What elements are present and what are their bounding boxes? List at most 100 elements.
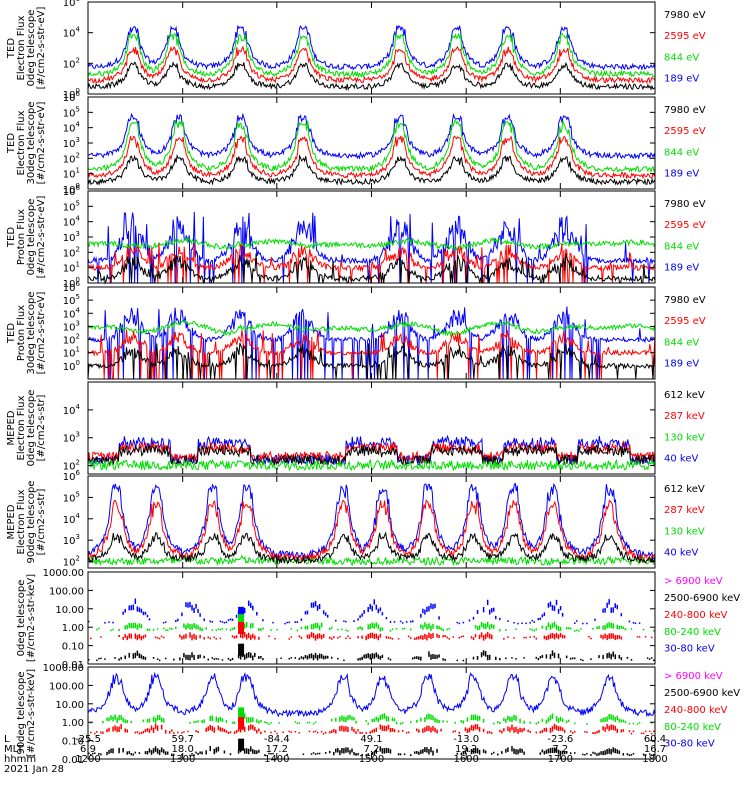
data-point [152, 716, 155, 722]
data-point [357, 618, 359, 621]
data-point [100, 657, 102, 660]
data-point [314, 600, 317, 607]
data-point [527, 729, 529, 732]
data-point [183, 623, 185, 628]
data-point [183, 653, 185, 658]
data-point [359, 731, 361, 734]
data-point [482, 623, 485, 629]
data-point [195, 603, 197, 609]
series-line [87, 329, 656, 380]
data-point [499, 657, 501, 661]
data-point [600, 751, 602, 755]
data-point [551, 726, 554, 732]
data-point [543, 635, 546, 640]
data-point [529, 622, 531, 624]
data-point [367, 633, 369, 639]
data-point [318, 653, 321, 659]
data-point [199, 627, 201, 631]
data-point [430, 746, 432, 753]
data-point [359, 657, 361, 661]
data-point [507, 715, 509, 721]
data-point [215, 629, 218, 632]
data-point [148, 618, 151, 621]
data-point [596, 730, 598, 734]
data-point [205, 750, 207, 755]
series-line [87, 236, 656, 252]
data-point [610, 714, 612, 720]
data-point [513, 727, 515, 733]
data-point [118, 747, 120, 754]
y-tick-label: 101 [63, 346, 80, 360]
data-point [324, 655, 327, 659]
panel-frame [87, 96, 656, 190]
data-point [195, 730, 197, 732]
data-point [488, 654, 491, 660]
data-point [322, 732, 325, 735]
data-point [523, 636, 525, 639]
data-point [173, 658, 175, 661]
data-point [436, 654, 438, 659]
data-point [349, 637, 351, 640]
data-point [401, 730, 404, 732]
data-point [543, 751, 546, 755]
series-green [87, 31, 656, 79]
data-point [102, 720, 104, 724]
data-point [574, 630, 576, 632]
x-axis-row-label: L [4, 734, 10, 745]
data-point [146, 719, 149, 723]
data-point [430, 654, 432, 660]
data-point [458, 731, 461, 734]
data-point [245, 652, 248, 659]
data-point [537, 618, 540, 621]
data-point [486, 621, 489, 628]
data-point [644, 635, 647, 638]
data-point [373, 751, 376, 756]
data-point [377, 624, 380, 629]
y-tick-label: 103 [63, 431, 80, 445]
data-point [199, 634, 201, 639]
data-point [324, 751, 327, 754]
data-point [258, 656, 260, 660]
data-point [144, 729, 147, 733]
data-point [541, 718, 544, 722]
data-point [359, 626, 361, 629]
data-point [288, 730, 290, 733]
data-point [484, 633, 487, 640]
data-point [495, 656, 497, 661]
data-point [642, 732, 645, 735]
data-point [438, 625, 440, 630]
data-point [162, 718, 165, 723]
storm-mark [238, 643, 245, 656]
data-point [594, 618, 596, 621]
data-point [112, 726, 114, 732]
data-point [185, 602, 187, 608]
x-tick-label: 1300 [170, 754, 195, 765]
data-point [349, 714, 351, 720]
data-point [148, 748, 151, 753]
data-point [385, 725, 388, 732]
data-point [543, 727, 546, 732]
data-point [373, 718, 376, 722]
data-point [199, 654, 201, 659]
data-point [456, 621, 459, 624]
data-point [379, 724, 382, 730]
data-point [436, 748, 438, 753]
data-point [284, 622, 286, 625]
data-point [106, 728, 108, 733]
data-point [361, 627, 363, 631]
data-point [138, 732, 141, 735]
data-point [347, 630, 349, 632]
data-point [223, 729, 226, 733]
data-point [231, 618, 234, 621]
data-point [452, 730, 454, 733]
data-point [549, 624, 552, 630]
y-axis-title: 90deg telescope [16, 671, 27, 754]
data-point [118, 726, 120, 732]
data-point [306, 610, 309, 615]
data-point [598, 729, 600, 733]
data-point [482, 719, 485, 723]
data-point [486, 599, 489, 606]
data-point [304, 654, 307, 659]
data-point [586, 723, 588, 725]
